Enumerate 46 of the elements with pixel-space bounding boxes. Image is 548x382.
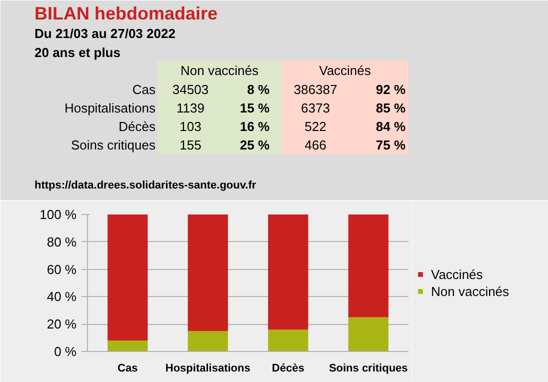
- y-tick-label: 80 %: [46, 234, 77, 250]
- y-tick-label: 20 %: [46, 316, 77, 332]
- text: https://data.drees.solidarites-sante.gouv.fr: [34, 180, 257, 192]
- data-label: 25 %: [240, 138, 270, 152]
- data-label: 16 %: [240, 119, 270, 134]
- series-label: Vaccinés: [319, 63, 372, 78]
- x-tick-label: Cas: [118, 362, 138, 374]
- data-label: 103: [180, 119, 202, 134]
- category-label: Hospitalisations: [64, 100, 156, 116]
- data-label: 84 %: [376, 119, 406, 134]
- data-label: 85 %: [376, 100, 406, 116]
- bar: [188, 214, 228, 331]
- data-label: 92 %: [376, 82, 406, 97]
- y-tick-label: 60 %: [46, 262, 77, 277]
- data-label: 522: [304, 119, 326, 134]
- data-label: 6373: [301, 100, 330, 116]
- data-label: 8 %: [247, 82, 270, 97]
- legend-label: Non vaccinés: [431, 284, 510, 298]
- data-label: 1139: [176, 100, 204, 116]
- data-label: 466: [304, 138, 326, 152]
- series-label: Non vaccinés: [180, 63, 260, 78]
- bar: [188, 330, 228, 352]
- category-label: Cas: [132, 82, 156, 97]
- x-tick-label: Soins critiques: [328, 362, 408, 374]
- text: BILAN hebdomadaire: [34, 4, 218, 24]
- bar: [348, 317, 388, 352]
- x-tick-label: Décès: [272, 362, 304, 374]
- category-label: Décès: [118, 119, 156, 134]
- bar: [268, 214, 308, 330]
- legend-label: Vaccinés: [431, 266, 483, 282]
- data-label: 75 %: [376, 138, 406, 152]
- text: Du 21/03 au 27/03 2022: [34, 26, 176, 41]
- data-label: 155: [180, 138, 202, 152]
- data-label: 15 %: [240, 100, 270, 116]
- y-tick-label: 0 %: [54, 344, 77, 359]
- bar: [348, 214, 388, 318]
- x-tick-label: Hospitalisations: [165, 362, 250, 374]
- y-tick-label: 40 %: [46, 289, 77, 304]
- text: 20 ans et plus: [34, 45, 120, 60]
- data-label: 386387: [294, 82, 338, 97]
- bar: [108, 340, 148, 352]
- category-label: Soins critiques: [70, 138, 156, 152]
- bar: [108, 214, 148, 341]
- data-label: 34503: [172, 82, 209, 97]
- y-tick-label: 100 %: [40, 207, 77, 222]
- bar: [268, 330, 308, 352]
